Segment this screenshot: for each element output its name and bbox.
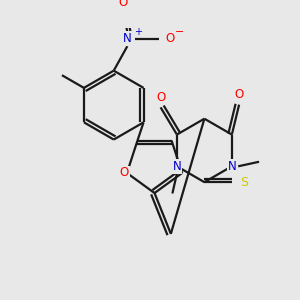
Text: O: O xyxy=(118,0,128,9)
Text: O: O xyxy=(165,32,175,45)
Text: O: O xyxy=(120,167,129,179)
Text: −: − xyxy=(175,27,184,37)
Text: S: S xyxy=(240,176,248,189)
Text: O: O xyxy=(235,88,244,101)
Text: N: N xyxy=(172,160,181,173)
Text: O: O xyxy=(156,91,165,104)
Text: N: N xyxy=(227,160,236,173)
Text: N: N xyxy=(123,32,132,45)
Text: +: + xyxy=(134,27,142,37)
